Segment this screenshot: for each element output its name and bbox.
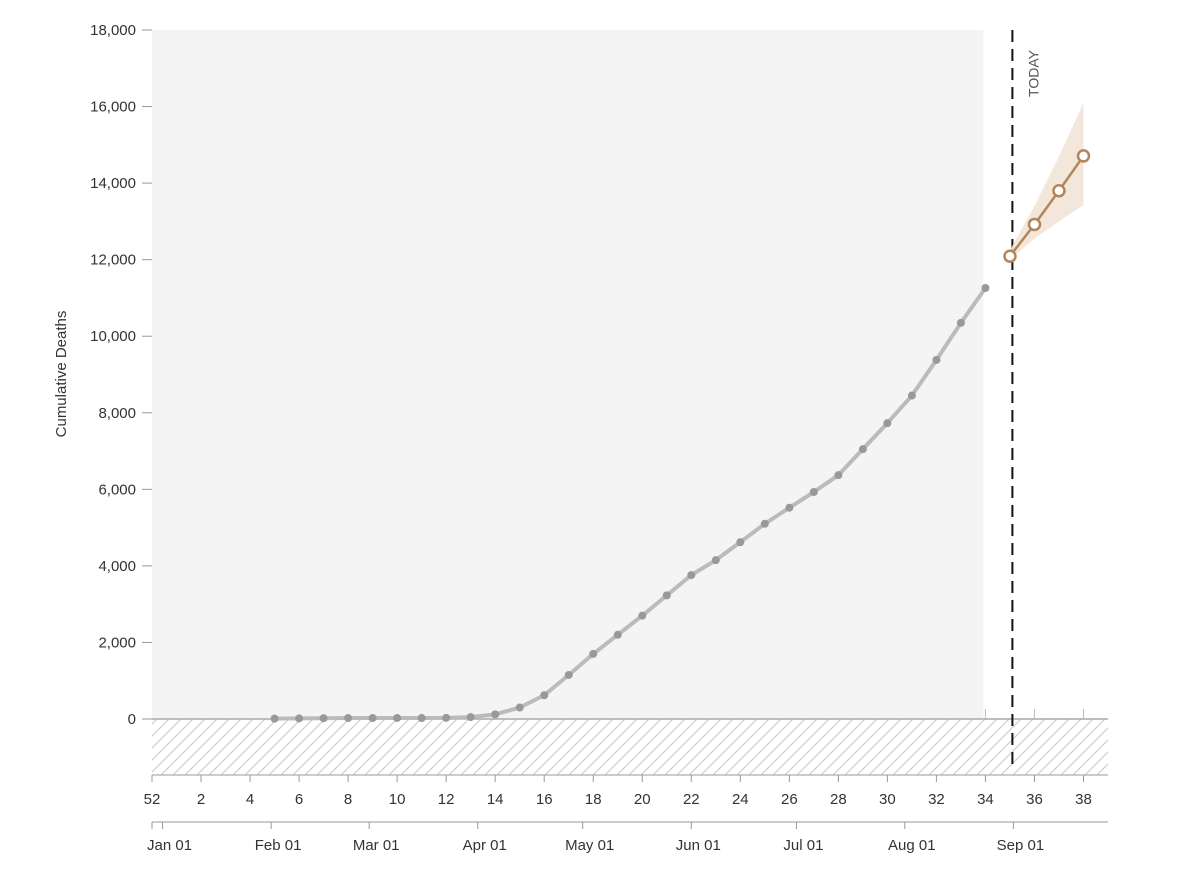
- week-tick-label-28: 28: [830, 791, 847, 808]
- observed-point-week-26: [785, 503, 794, 512]
- observed-point-week-15: [515, 703, 524, 712]
- observed-point-week-31: [907, 391, 916, 400]
- observed-point-week-28: [834, 471, 843, 480]
- observed-point-week-33: [956, 318, 965, 327]
- observed-point-week-9: [368, 714, 377, 723]
- y-tick-label-4000: 4,000: [98, 558, 136, 575]
- observed-point-week-24: [736, 538, 745, 547]
- observed-point-week-10: [393, 714, 402, 723]
- y-tick-label-12000: 12,000: [90, 252, 136, 269]
- observed-point-week-30: [883, 419, 892, 428]
- y-tick-label-10000: 10,000: [90, 328, 136, 345]
- observed-point-week-18: [589, 649, 598, 658]
- y-tick-label-16000: 16,000: [90, 99, 136, 116]
- observed-point-week-17: [564, 670, 573, 679]
- series-points: [270, 149, 1091, 723]
- y-tick-label-18000: 18,000: [90, 22, 136, 39]
- observed-region: [152, 30, 984, 719]
- observed-point-week-19: [613, 630, 622, 639]
- observed-point-week-12: [442, 713, 451, 722]
- observed-point-week-20: [638, 611, 647, 620]
- month-tick-label-1: Feb 01: [255, 837, 302, 854]
- y-tick-label-14000: 14,000: [90, 175, 136, 192]
- series-lines: [272, 155, 1085, 721]
- observed-point-week-32: [932, 355, 941, 364]
- plot-background: [152, 30, 1108, 775]
- y-tick-label-2000: 2,000: [98, 634, 136, 651]
- y-axis-title: Cumulative Deaths: [53, 311, 70, 438]
- y-tick-label-8000: 8,000: [98, 405, 136, 422]
- week-tick-label-4: 4: [246, 791, 254, 808]
- week-tick-label-8: 8: [344, 791, 352, 808]
- week-tick-label-32: 32: [928, 791, 945, 808]
- week-tick-label-30: 30: [879, 791, 896, 808]
- month-tick-label-0: Jan 01: [147, 837, 192, 854]
- week-tick-label-12: 12: [438, 791, 455, 808]
- forecast-point-week-37: [1052, 184, 1066, 198]
- observed-point-week-29: [858, 445, 867, 454]
- forecast-point-week-38: [1076, 149, 1091, 163]
- month-tick-label-3: Apr 01: [463, 837, 507, 854]
- month-tick-label-5: Jun 01: [676, 837, 721, 854]
- observed-point-week-7: [319, 714, 328, 723]
- forecast-confidence-band: [1009, 102, 1084, 260]
- week-tick-label-14: 14: [487, 791, 504, 808]
- week-tick-label-10: 10: [389, 791, 406, 808]
- observed-point-week-13: [466, 713, 475, 722]
- observed-point-week-16: [540, 691, 549, 700]
- observed-point-week-25: [760, 519, 769, 528]
- week-tick-label-16: 16: [536, 791, 553, 808]
- month-tick-label-7: Aug 01: [888, 837, 936, 854]
- observed-point-week-8: [344, 714, 353, 723]
- week-tick-label-36: 36: [1026, 791, 1043, 808]
- observed-point-week-5: [270, 714, 279, 723]
- forecast-series-line: [1008, 155, 1085, 257]
- week-tick-label-18: 18: [585, 791, 602, 808]
- observed-point-week-27: [809, 488, 818, 497]
- forecast-point-week-36: [1027, 217, 1042, 232]
- month-tick-label-4: May 01: [565, 837, 614, 854]
- axis-labels: 0 2,000 4,000 6,000 8,000 10,000 12,000 14,000 1…: [90, 22, 1092, 854]
- month-tick-label-6: Jul 01: [783, 837, 823, 854]
- forecast-point-week-35: [1003, 249, 1017, 263]
- below-zero-hatch: [152, 719, 1108, 775]
- forecast-band: [1009, 102, 1084, 260]
- week-tick-label-26: 26: [781, 791, 798, 808]
- y-tick-label-0: 0: [128, 711, 136, 728]
- observed-point-week-22: [687, 571, 696, 580]
- today-label: TODAY: [1025, 49, 1041, 97]
- week-tick-label-38: 38: [1075, 791, 1092, 808]
- observed-point-week-34: [981, 283, 990, 292]
- week-tick-label-6: 6: [295, 791, 303, 808]
- observed-series-line: [272, 285, 988, 721]
- week-tick-label-24: 24: [732, 791, 749, 808]
- week-tick-label-20: 20: [634, 791, 651, 808]
- week-tick-label-52: 52: [144, 791, 161, 808]
- month-tick-label-8: Sep 01: [997, 837, 1045, 854]
- week-tick-label-22: 22: [683, 791, 700, 808]
- month-tick-label-2: Mar 01: [353, 837, 400, 854]
- observed-point-week-21: [662, 591, 671, 600]
- observed-point-week-11: [417, 714, 426, 723]
- y-tick-label-6000: 6,000: [98, 481, 136, 498]
- observed-point-week-14: [491, 710, 500, 719]
- observed-point-week-23: [711, 556, 720, 565]
- week-tick-label-2: 2: [197, 791, 205, 808]
- week-tick-label-34: 34: [977, 791, 994, 808]
- observed-point-week-6: [295, 714, 304, 723]
